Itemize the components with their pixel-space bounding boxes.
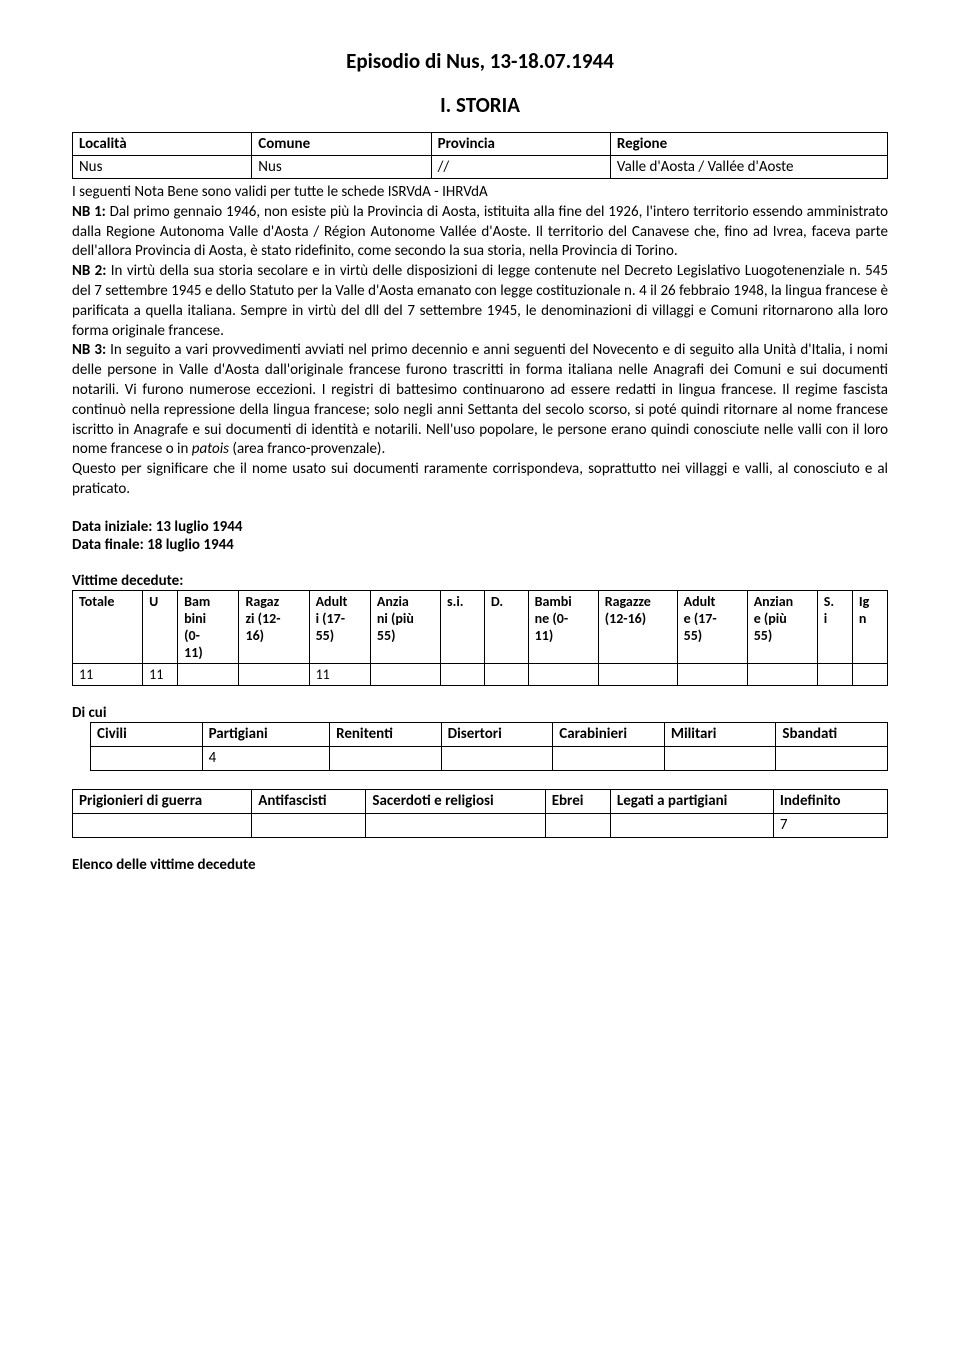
cell	[91, 746, 203, 770]
col-header: Ign	[852, 590, 887, 663]
col-header: Ebrei	[545, 789, 610, 813]
cell	[664, 746, 776, 770]
col-header: Partigiani	[202, 722, 330, 746]
col-header: Adulte (17-55)	[677, 590, 747, 663]
nb3-label: NB 3:	[72, 341, 106, 359]
nb2-label: NB 2:	[72, 262, 106, 280]
nb3-text3: Questo per significare che il nome usato…	[72, 460, 888, 498]
col-header: Disertori	[441, 722, 553, 746]
col-header: D.	[484, 590, 528, 663]
col-header: S.i	[817, 590, 852, 663]
data-iniziale: Data iniziale: 13 luglio 1944	[72, 518, 888, 536]
elenco-label: Elenco delle vittime decedute	[72, 856, 888, 874]
col-header: Militari	[664, 722, 776, 746]
col-header: Totale	[73, 590, 143, 663]
cell	[553, 746, 665, 770]
cell	[776, 746, 888, 770]
intro-line: I seguenti Nota Bene sono validi per tut…	[72, 183, 488, 201]
categories-table: Civili Partigiani Renitenti Disertori Ca…	[90, 722, 888, 771]
table-row: Civili Partigiani Renitenti Disertori Ca…	[91, 722, 888, 746]
col-header: s.i.	[441, 590, 485, 663]
locality-table: Località Comune Provincia Regione Nus Nu…	[72, 132, 888, 179]
cell: Valle d'Aosta / Vallée d'Aoste	[610, 156, 887, 179]
nb2-text: In virtù della sua storia secolare e in …	[72, 262, 888, 339]
cell	[852, 663, 887, 685]
nb1-text: Dal primo gennaio 1946, non esiste più l…	[72, 203, 888, 261]
col-header: Provincia	[431, 133, 610, 156]
cell	[441, 663, 485, 685]
cell	[817, 663, 852, 685]
col-header: U	[143, 590, 178, 663]
table-row: Località Comune Provincia Regione	[73, 133, 888, 156]
col-header: Bambine (0-11)	[528, 590, 598, 663]
table-row: 4	[91, 746, 888, 770]
col-header: Antifascisti	[252, 789, 366, 813]
table-row: 11 11 11	[73, 663, 888, 685]
cell	[528, 663, 598, 685]
col-header: Regione	[610, 133, 887, 156]
col-header: Prigionieri di guerra	[73, 789, 252, 813]
col-header: Anziani (più55)	[370, 590, 440, 663]
cell	[73, 813, 252, 837]
col-header: Ragazze(12-16)	[598, 590, 677, 663]
col-header: Sbandati	[776, 722, 888, 746]
col-header: Indefinito	[773, 789, 887, 813]
victims-table: Totale U Bambini(0-11) Ragazzi (12-16) A…	[72, 590, 888, 686]
vittime-label: Vittime decedute:	[72, 572, 888, 590]
col-header: Carabinieri	[553, 722, 665, 746]
di-cui-label: Di cui	[72, 704, 888, 722]
cell	[370, 663, 440, 685]
col-header: Anziane (più55)	[747, 590, 817, 663]
cell	[598, 663, 677, 685]
cell: //	[431, 156, 610, 179]
cell	[677, 663, 747, 685]
col-header: Renitenti	[330, 722, 442, 746]
cell	[178, 663, 239, 685]
col-header: Bambini(0-11)	[178, 590, 239, 663]
locality-table-wrap: Località Comune Provincia Regione Nus Nu…	[72, 132, 888, 179]
data-finale: Data finale: 18 luglio 1944	[72, 536, 888, 554]
col-header: Sacerdoti e religiosi	[366, 789, 545, 813]
cell	[252, 813, 366, 837]
nb3-text2: (area franco-provenzale).	[229, 440, 385, 458]
cell	[747, 663, 817, 685]
cell	[610, 813, 773, 837]
intro-paragraph: I seguenti Nota Bene sono validi per tut…	[72, 183, 888, 500]
page-title: Episodio di Nus, 13-18.07.1944	[72, 48, 888, 74]
cell: 11	[143, 663, 178, 685]
cell: 11	[309, 663, 370, 685]
cell	[484, 663, 528, 685]
cell: Nus	[252, 156, 431, 179]
cell	[366, 813, 545, 837]
col-header: Località	[73, 133, 252, 156]
section-heading: I. STORIA	[72, 92, 888, 118]
col-header: Civili	[91, 722, 203, 746]
cell	[441, 746, 553, 770]
cell	[330, 746, 442, 770]
cell: 4	[202, 746, 330, 770]
cell: 7	[773, 813, 887, 837]
table-row: 7	[73, 813, 888, 837]
table-row: Prigionieri di guerra Antifascisti Sacer…	[73, 789, 888, 813]
page: Episodio di Nus, 13-18.07.1944 I. STORIA…	[0, 0, 960, 922]
cell: Nus	[73, 156, 252, 179]
patois: patois	[192, 440, 229, 458]
cell	[239, 663, 309, 685]
cell: 11	[73, 663, 143, 685]
table-row: Nus Nus // Valle d'Aosta / Vallée d'Aost…	[73, 156, 888, 179]
col-header: Comune	[252, 133, 431, 156]
cell	[545, 813, 610, 837]
col-header: Legati a partigiani	[610, 789, 773, 813]
prisoners-table: Prigionieri di guerra Antifascisti Sacer…	[72, 789, 888, 838]
col-header: Adulti (17-55)	[309, 590, 370, 663]
col-header: Ragazzi (12-16)	[239, 590, 309, 663]
table-row: Totale U Bambini(0-11) Ragazzi (12-16) A…	[73, 590, 888, 663]
nb1-label: NB 1:	[72, 203, 106, 221]
